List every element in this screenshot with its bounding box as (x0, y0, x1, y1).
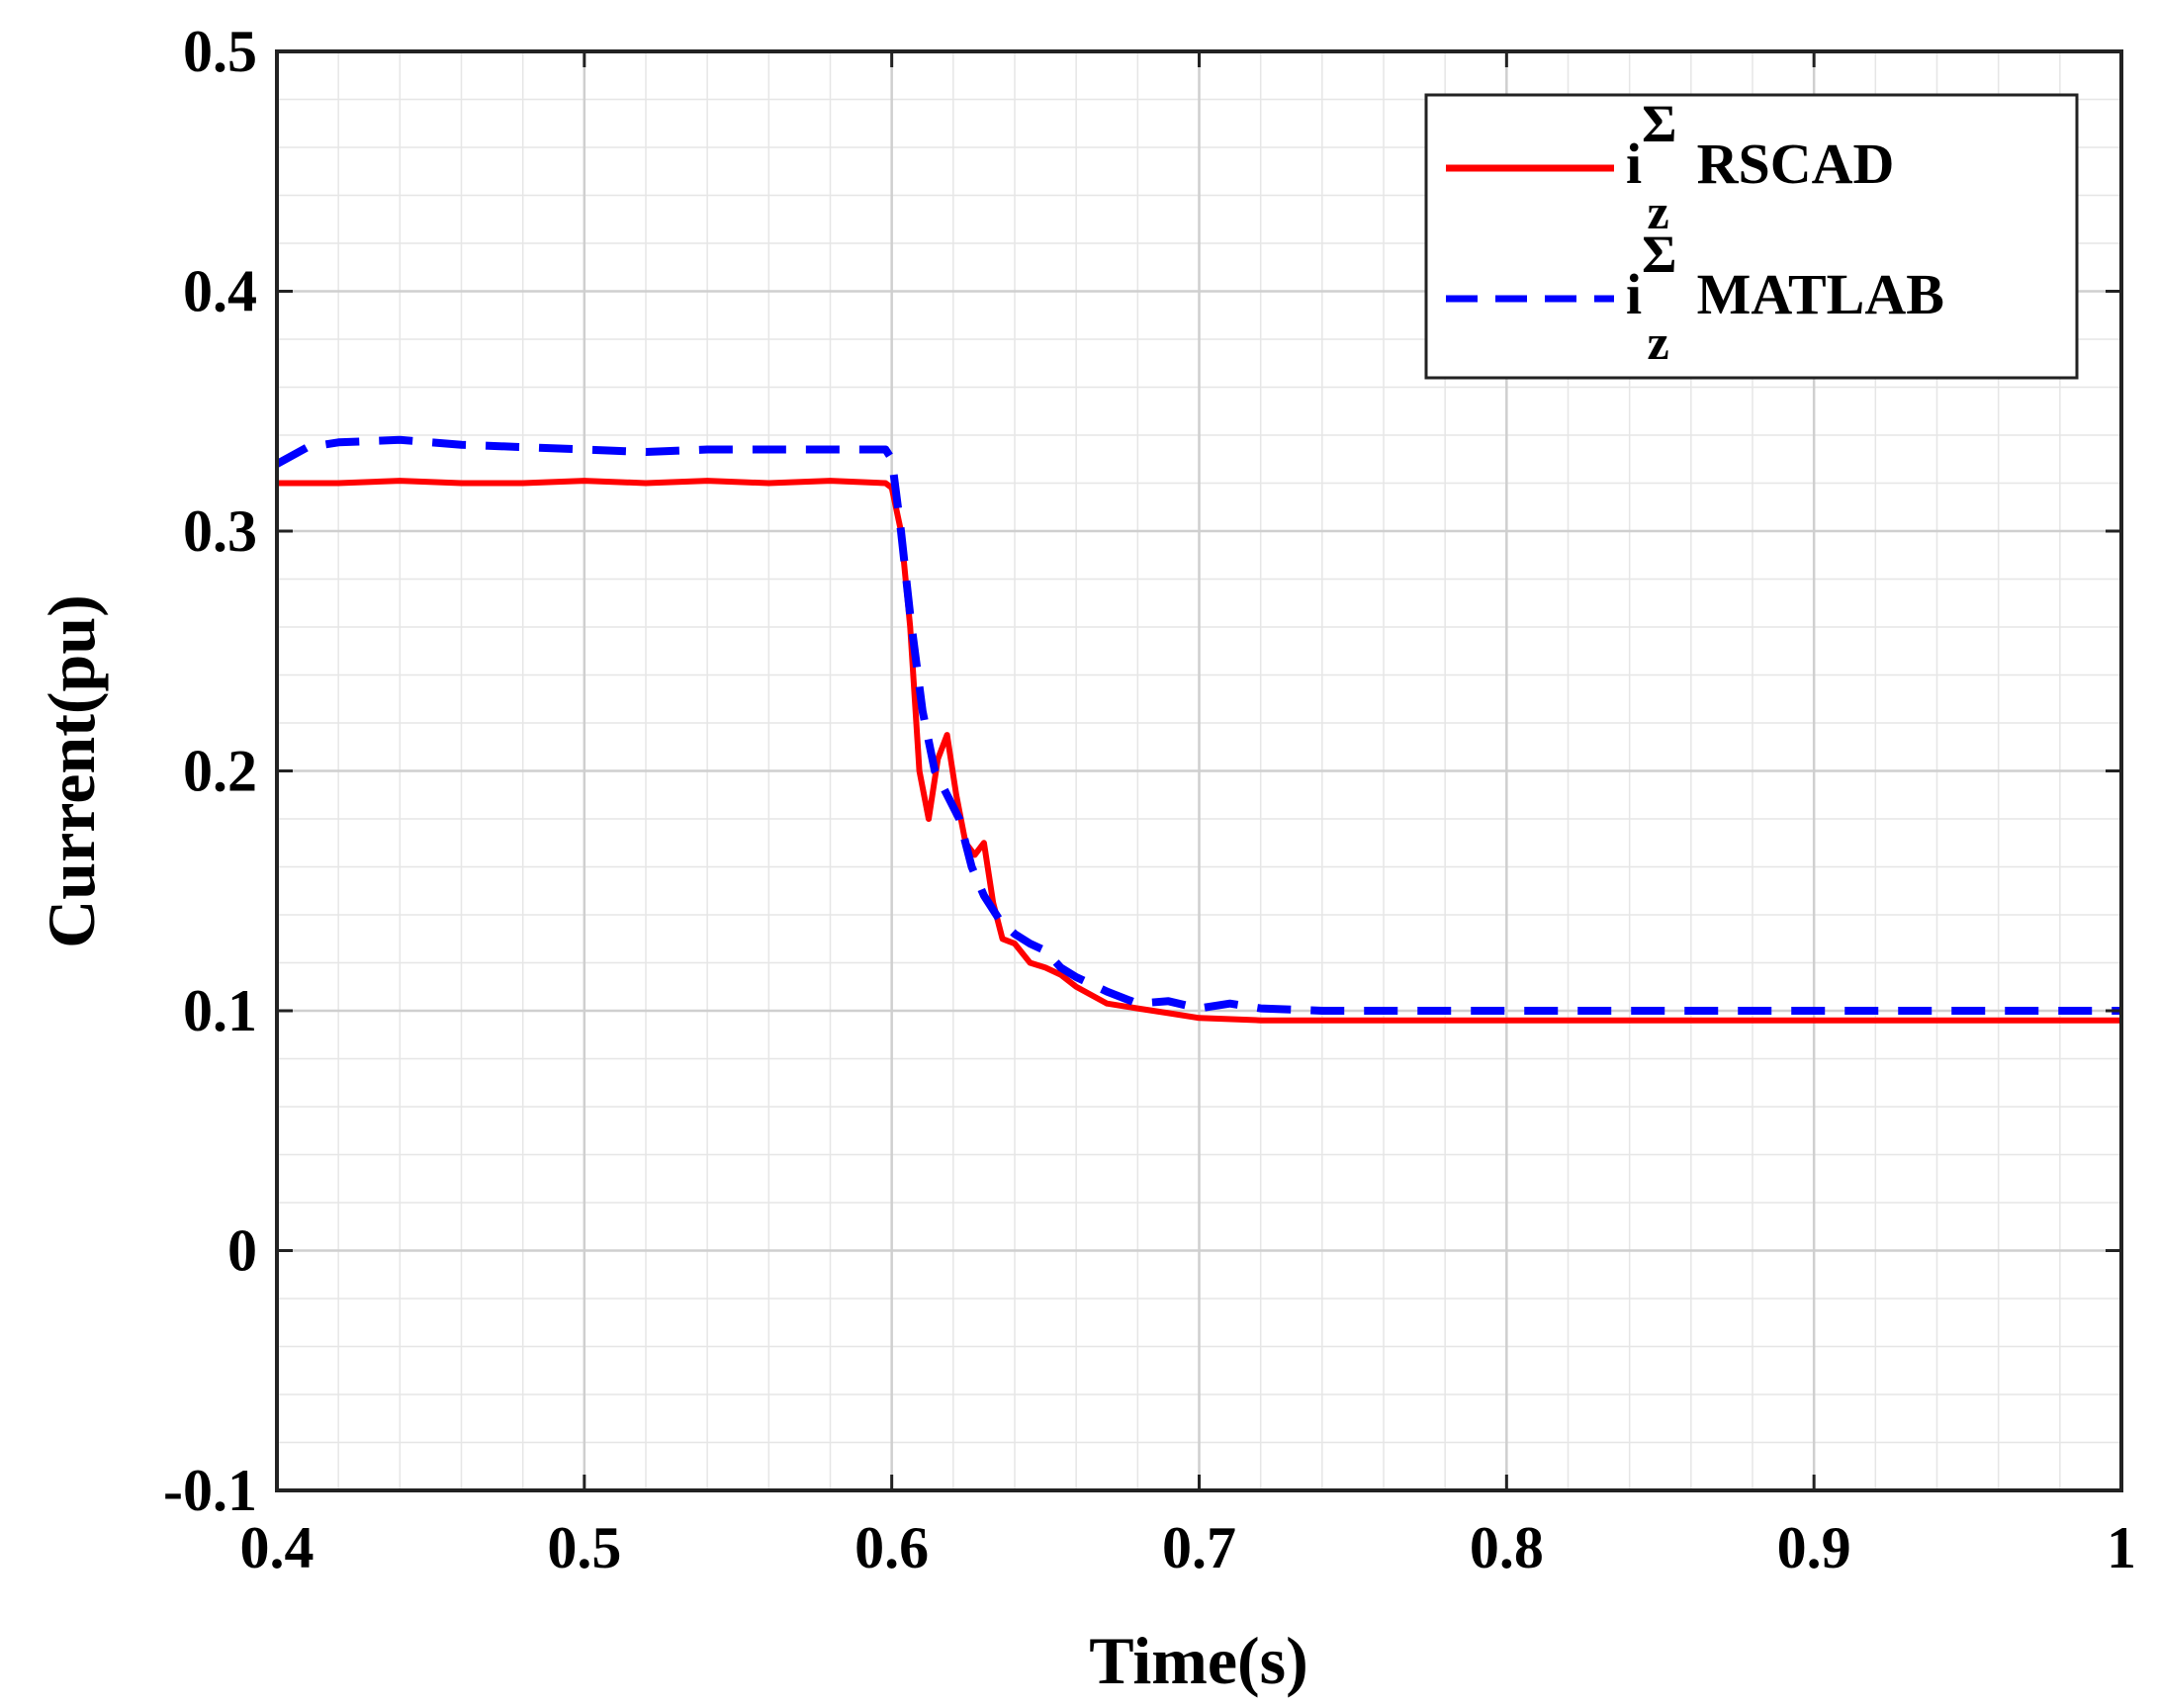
x-tick-label: 0.9 (1777, 1515, 1851, 1580)
y-tick-label: 0.2 (183, 739, 257, 804)
x-tick-label: 0.4 (240, 1515, 315, 1580)
x-tick-labels: 0.4 0.5 0.6 0.7 0.8 0.9 1 (240, 1515, 2137, 1580)
x-tick-label: 0.6 (854, 1515, 929, 1580)
x-axis-title: Time(s) (1089, 1623, 1308, 1698)
x-tick-label: 1 (2107, 1515, 2136, 1580)
y-tick-label: -0.1 (163, 1458, 257, 1523)
y-tick-labels: -0.1 0 0.1 0.2 0.3 0.4 0.5 (163, 19, 257, 1523)
y-tick-label: 0.4 (183, 259, 257, 324)
y-tick-label: 0.3 (183, 498, 257, 564)
y-axis-title: Current(pu) (34, 594, 109, 948)
y-tick-label: 0.1 (183, 978, 257, 1043)
legend-label-rscad: iΣ zRSCAD (1626, 94, 1894, 239)
x-tick-label: 0.5 (547, 1515, 621, 1580)
legend: iΣ zRSCAD iΣ zMATLAB (1424, 93, 2079, 380)
x-tick-label: 0.8 (1470, 1515, 1544, 1580)
legend-box (1424, 93, 2079, 380)
series-line-rscad (277, 478, 2121, 1024)
series-layer (275, 435, 2121, 1024)
y-tick-label: 0 (227, 1218, 257, 1284)
legend-label-matlab: iΣ zMATLAB (1626, 225, 1944, 370)
y-tick-label: 0.5 (183, 19, 257, 84)
series-line-matlab (275, 435, 2121, 1015)
axis-ticks (275, 49, 2123, 1492)
x-tick-label: 0.7 (1162, 1515, 1236, 1580)
